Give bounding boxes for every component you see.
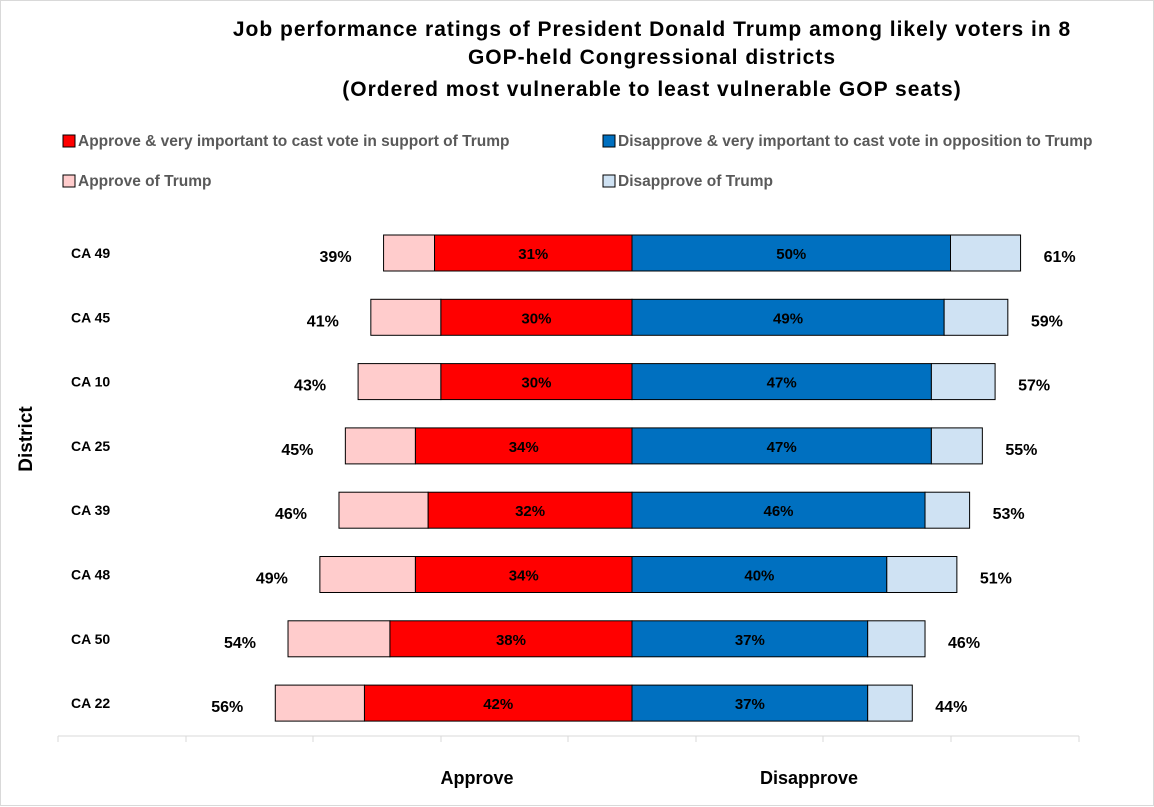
bar-disapprove-strong <box>631 556 888 593</box>
data-label-disapprove-strong: 37% <box>735 632 765 649</box>
legend-label-approve-total: Approve of Trump <box>78 173 211 190</box>
data-label-disapprove-strong: 49% <box>773 310 803 327</box>
chart-title-line: (Ordered most vulnerable to least vulner… <box>342 78 961 101</box>
data-label-disapprove-strong: 47% <box>767 439 797 456</box>
legend-swatch-approve-strong <box>62 134 76 148</box>
data-label-disapprove-strong: 46% <box>763 503 793 520</box>
data-label-approve-total: 41% <box>307 313 339 330</box>
bar-approve-total <box>383 234 436 272</box>
data-label-approve-total: 45% <box>281 442 313 459</box>
data-label-disapprove-total: 61% <box>1044 249 1076 266</box>
data-label-approve-strong: 34% <box>509 439 539 456</box>
category-label: CA 50 <box>71 631 110 647</box>
chart-title-line: Job performance ratings of President Don… <box>233 18 1071 41</box>
category-label: CA 49 <box>71 245 110 261</box>
legend-label-approve-strong: Approve & very important to cast vote in… <box>78 133 509 150</box>
data-label-approve-total: 56% <box>211 699 243 716</box>
bar-approve-total <box>274 684 365 722</box>
bar-approve-strong <box>434 234 633 272</box>
data-label-disapprove-strong: 37% <box>735 696 765 713</box>
category-label: CA 22 <box>71 695 110 711</box>
legend-swatch-disapprove-total <box>602 174 616 188</box>
bar-disapprove-total <box>924 491 971 529</box>
legend: Approve & very important to cast vote in… <box>62 133 1093 190</box>
data-label-approve-total: 54% <box>224 635 256 652</box>
legend-swatch-approve-total <box>62 174 76 188</box>
data-label-disapprove-total: 59% <box>1031 313 1063 330</box>
bar-approve-total <box>344 427 416 465</box>
bar-disapprove-strong <box>631 491 926 529</box>
bar-disapprove-strong <box>631 620 869 658</box>
data-label-approve-strong: 30% <box>521 375 551 392</box>
bar-approve-total <box>338 491 429 529</box>
bar-approve-strong <box>440 363 633 401</box>
bar-approve-total <box>357 363 442 401</box>
data-label-disapprove-strong: 47% <box>767 375 797 392</box>
data-label-approve-total: 46% <box>275 506 307 523</box>
data-label-approve-total: 43% <box>294 378 326 395</box>
bar-disapprove-total <box>950 234 1022 272</box>
legend-label-disapprove-total: Disapprove of Trump <box>618 173 773 190</box>
bar-disapprove-total <box>867 684 913 722</box>
bar-approve-strong <box>389 620 633 658</box>
bar-approve-total <box>287 620 391 658</box>
bar-disapprove-total <box>943 298 1009 336</box>
data-label-approve-strong: 30% <box>521 310 551 327</box>
bar-disapprove-total <box>930 363 996 401</box>
bar-approve-total <box>370 298 442 336</box>
data-label-approve-strong: 38% <box>496 632 526 649</box>
bar-disapprove-total <box>930 427 983 465</box>
legend-label-disapprove-strong: Disapprove & very important to cast vote… <box>618 133 1093 150</box>
bar-disapprove-total <box>886 556 958 593</box>
bar-approve-strong <box>414 427 633 465</box>
data-label-approve-strong: 31% <box>518 246 548 263</box>
bar-approve-strong <box>363 684 633 722</box>
data-label-disapprove-total: 44% <box>935 699 967 716</box>
bars <box>274 234 1022 722</box>
bar-disapprove-strong <box>631 427 932 465</box>
chart-title-line: GOP-held Congressional districts <box>468 46 836 69</box>
x-axis: Approve Disapprove District <box>16 406 1080 788</box>
category-label: CA 48 <box>71 567 110 583</box>
legend-swatch-disapprove-strong <box>602 134 616 148</box>
category-label: CA 45 <box>71 309 110 325</box>
data-label-approve-total: 39% <box>320 249 352 266</box>
category-label: CA 10 <box>71 374 110 390</box>
category-label: CA 39 <box>71 502 110 518</box>
data-label-disapprove-total: 46% <box>948 635 980 652</box>
bar-disapprove-total <box>867 620 926 658</box>
bar-approve-strong <box>427 491 633 529</box>
data-label-approve-strong: 42% <box>483 696 513 713</box>
chart-title: Job performance ratings of President Don… <box>233 18 1071 101</box>
bar-approve-strong <box>414 556 633 593</box>
category-label: CA 25 <box>71 438 110 454</box>
bar-disapprove-strong <box>631 298 945 336</box>
approve-axis-label: Approve <box>440 768 513 788</box>
data-label-disapprove-total: 57% <box>1018 378 1050 395</box>
bar-approve-total <box>319 556 416 593</box>
y-axis-title: District <box>16 406 37 472</box>
data-label-approve-strong: 32% <box>515 503 545 520</box>
bar-approve-strong <box>440 298 633 336</box>
data-label-disapprove-total: 53% <box>993 506 1025 523</box>
data-label-approve-total: 49% <box>256 571 288 588</box>
data-label-disapprove-strong: 40% <box>744 568 774 585</box>
bar-disapprove-strong <box>631 363 932 401</box>
disapprove-axis-label: Disapprove <box>760 768 858 788</box>
labels: CA 49 31% 50% 39% 61% CA 45 30% 49% 41% 59% CA 10 3… <box>71 245 1076 716</box>
data-label-disapprove-total: 55% <box>1005 442 1037 459</box>
data-label-disapprove-strong: 50% <box>776 246 806 263</box>
data-label-approve-strong: 34% <box>509 568 539 585</box>
data-label-disapprove-total: 51% <box>980 571 1012 588</box>
